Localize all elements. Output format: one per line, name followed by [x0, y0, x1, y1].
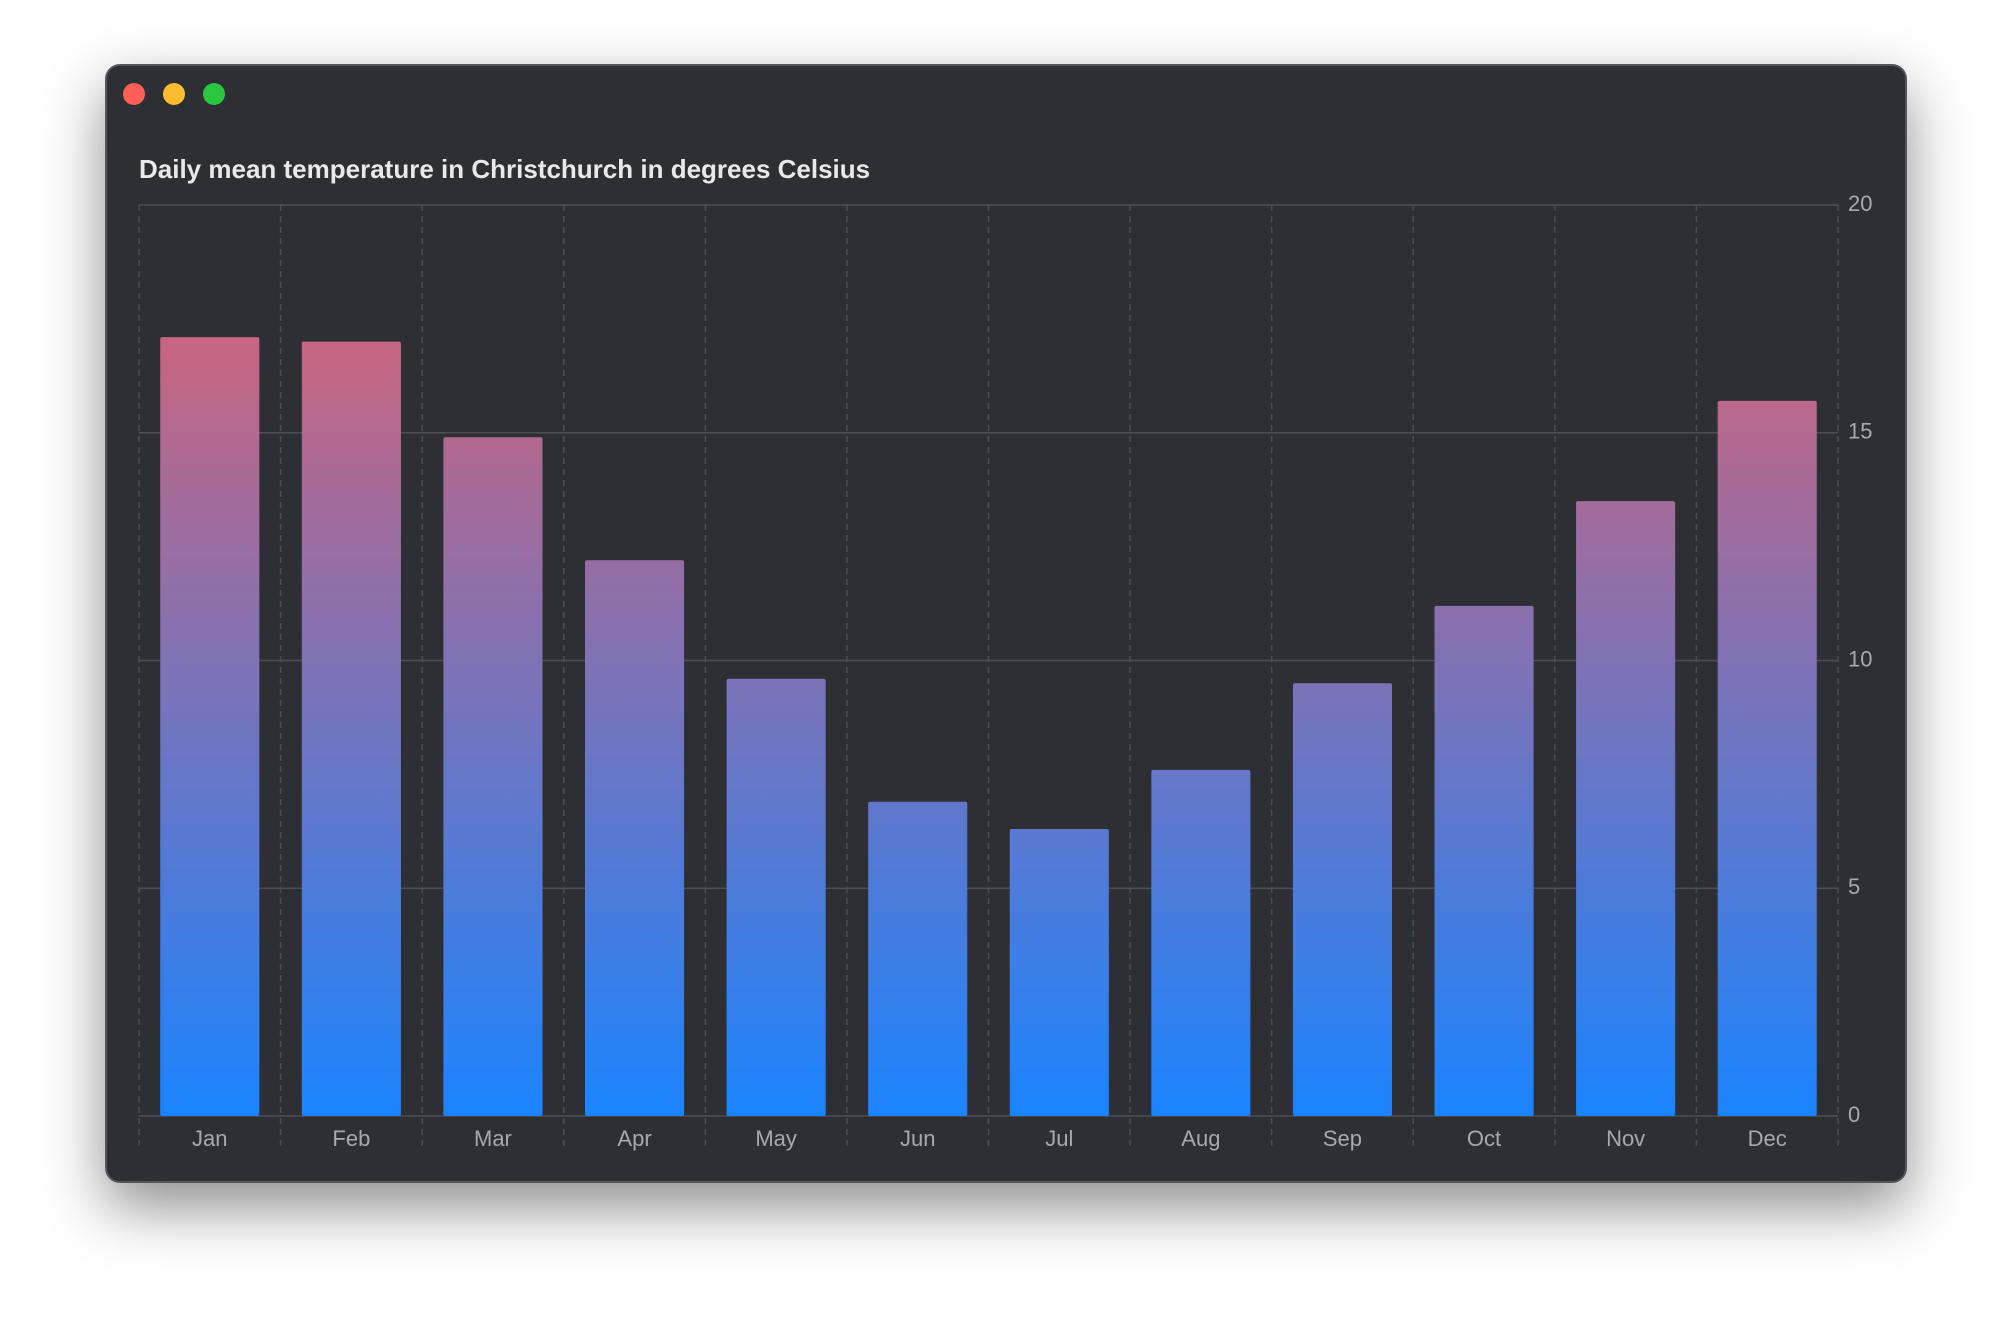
- bar: [1009, 829, 1109, 1116]
- close-button[interactable]: [123, 83, 145, 105]
- bar: [1292, 683, 1393, 1116]
- y-tick-label: 5: [1848, 874, 1860, 899]
- chart-title: Daily mean temperature in Christchurch i…: [139, 154, 870, 184]
- bar: [584, 560, 685, 1116]
- x-tick-label: Oct: [1467, 1126, 1501, 1151]
- y-tick-label: 0: [1848, 1102, 1860, 1127]
- x-tick-label: Sep: [1323, 1126, 1362, 1151]
- x-tick-label: Jun: [900, 1126, 935, 1151]
- bar: [1434, 605, 1534, 1116]
- y-tick-label: 15: [1848, 419, 1872, 444]
- x-tick-label: Apr: [617, 1126, 651, 1151]
- y-tick-label: 10: [1848, 646, 1872, 671]
- y-tick-label: 20: [1848, 191, 1872, 216]
- plot: 0 5 10 15 20 Jan Feb Mar Apr May Jun Jul Aug Sep Oct No…: [138, 191, 1872, 1151]
- minimize-button[interactable]: [163, 83, 185, 105]
- x-tick-label: Mar: [474, 1126, 512, 1151]
- x-tick-label: Feb: [332, 1126, 370, 1151]
- x-tick-label: Jul: [1045, 1126, 1073, 1151]
- bar: [1717, 400, 1817, 1116]
- bar: [1151, 769, 1251, 1116]
- x-tick-label: Jan: [192, 1126, 227, 1151]
- x-tick-label: Nov: [1606, 1126, 1645, 1151]
- bar: [443, 437, 543, 1116]
- bar: [726, 678, 826, 1116]
- x-tick-label: May: [755, 1126, 797, 1151]
- zoom-button[interactable]: [203, 83, 225, 105]
- x-tick-label: Aug: [1181, 1126, 1220, 1151]
- bar: [868, 801, 968, 1116]
- bar: [1576, 501, 1676, 1116]
- bar: [301, 341, 401, 1116]
- bar: [160, 337, 260, 1117]
- x-tick-label: Dec: [1748, 1126, 1787, 1151]
